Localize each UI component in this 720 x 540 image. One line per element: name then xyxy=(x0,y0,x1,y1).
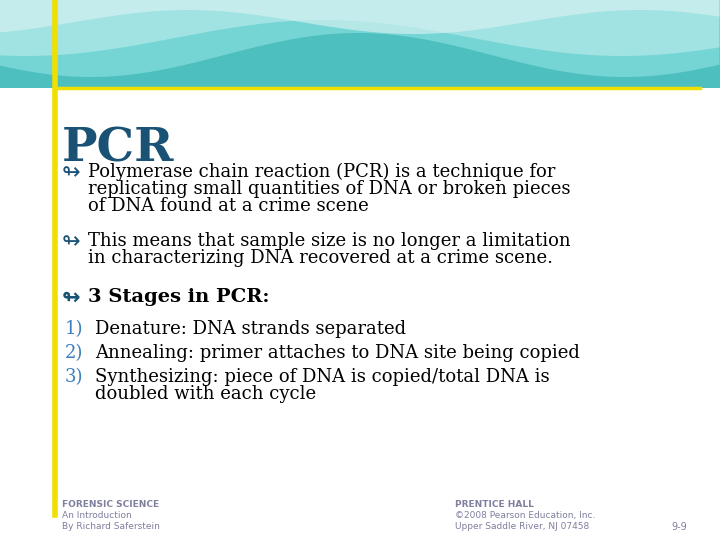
Polygon shape xyxy=(0,0,719,77)
Bar xyxy=(0,0,719,95)
Polygon shape xyxy=(0,0,719,34)
Text: This means that sample size is no longer a limitation: This means that sample size is no longer… xyxy=(88,232,570,250)
Text: Denature: DNA strands separated: Denature: DNA strands separated xyxy=(95,320,406,338)
Polygon shape xyxy=(0,0,719,56)
Text: ↬: ↬ xyxy=(62,232,81,252)
Text: By Richard Saferstein: By Richard Saferstein xyxy=(62,522,160,531)
Text: Polymerase chain reaction (PCR) is a technique for: Polymerase chain reaction (PCR) is a tec… xyxy=(88,163,555,181)
Text: FORENSIC SCIENCE: FORENSIC SCIENCE xyxy=(62,500,159,509)
Text: An Introduction: An Introduction xyxy=(62,511,132,520)
Text: replicating small quantities of DNA or broken pieces: replicating small quantities of DNA or b… xyxy=(88,180,570,198)
Text: in characterizing DNA recovered at a crime scene.: in characterizing DNA recovered at a cri… xyxy=(88,249,553,267)
Text: Upper Saddle River, NJ 07458: Upper Saddle River, NJ 07458 xyxy=(455,522,589,531)
Text: PCR: PCR xyxy=(62,125,174,171)
Text: ↬: ↬ xyxy=(62,288,81,308)
Text: ↬: ↬ xyxy=(62,163,81,183)
Text: 1): 1) xyxy=(65,320,84,338)
Text: 2): 2) xyxy=(65,344,84,362)
Text: 3): 3) xyxy=(65,368,84,386)
Bar xyxy=(0,88,719,540)
Text: ©2008 Pearson Education, Inc.: ©2008 Pearson Education, Inc. xyxy=(455,511,595,520)
Text: Synthesizing: piece of DNA is copied/total DNA is: Synthesizing: piece of DNA is copied/tot… xyxy=(95,368,549,386)
Text: Annealing: primer attaches to DNA site being copied: Annealing: primer attaches to DNA site b… xyxy=(95,344,580,362)
Text: of DNA found at a crime scene: of DNA found at a crime scene xyxy=(88,197,369,215)
Text: doubled with each cycle: doubled with each cycle xyxy=(95,385,316,403)
Text: 3 Stages in PCR:: 3 Stages in PCR: xyxy=(88,288,269,306)
Text: 9-9: 9-9 xyxy=(672,522,688,532)
Text: PRENTICE HALL: PRENTICE HALL xyxy=(455,500,534,509)
